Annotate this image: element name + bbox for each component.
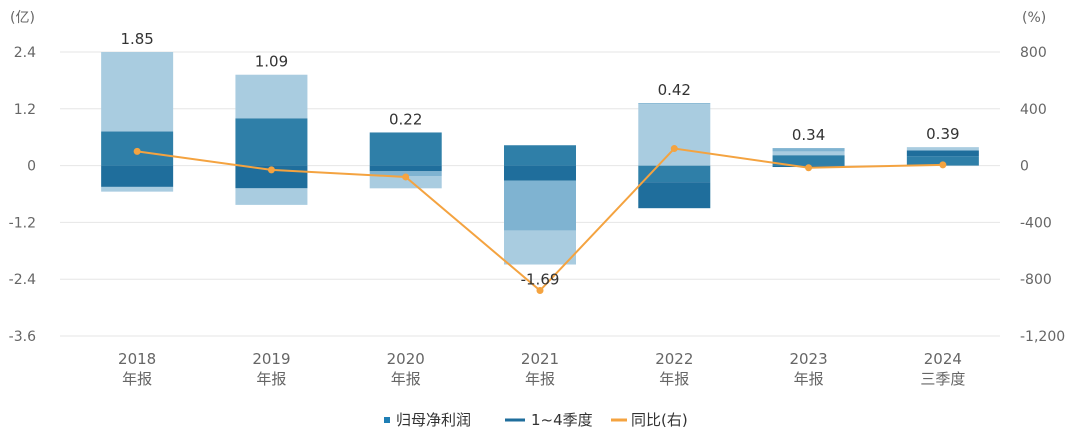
bar-segment <box>235 188 308 205</box>
bar-segment <box>638 165 711 183</box>
x-tick-year: 2022 <box>655 350 693 368</box>
right-tick-label: -1,200 <box>1020 329 1065 345</box>
left-axis-ticks: 2.4 1.2 0 -1.2 -2.4 -3.6 <box>9 45 36 345</box>
bar-segment <box>906 147 979 151</box>
yoy-point <box>536 287 544 295</box>
right-tick-label: 800 <box>1020 45 1047 61</box>
bar-segment <box>235 74 308 119</box>
net-profit-label: 0.39 <box>926 125 959 143</box>
bar-segment <box>504 165 576 181</box>
yoy-point <box>805 164 813 172</box>
x-axis-ticks: 2018 年报 2019 年报 2020 年报 2021 年报 2022 年报 2023 年报 2024… <box>118 350 965 388</box>
bar-segment <box>369 165 442 172</box>
x-tick-period: 三季度 <box>920 370 965 388</box>
x-tick-period: 年报 <box>391 370 421 388</box>
left-tick-label: -1.2 <box>9 215 36 231</box>
x-tick-year: 2020 <box>387 350 425 368</box>
bar-segment <box>369 132 442 166</box>
bar-segment <box>772 148 845 152</box>
right-tick-label: -800 <box>1020 272 1052 288</box>
bar-segment <box>638 104 711 166</box>
bar-segment <box>101 186 174 192</box>
left-tick-label: -3.6 <box>9 329 36 345</box>
bar-segment <box>906 156 979 166</box>
left-tick-label: 2.4 <box>14 45 36 61</box>
bar-segment <box>906 150 979 157</box>
right-tick-label: -400 <box>1020 215 1052 231</box>
x-tick-year: 2023 <box>789 350 827 368</box>
yoy-point <box>939 161 947 169</box>
bars <box>101 52 979 265</box>
yoy-point <box>402 173 410 181</box>
yoy-line <box>133 145 947 295</box>
bar-segment <box>772 155 845 166</box>
x-tick-year: 2024 <box>924 350 962 368</box>
x-tick-period: 年报 <box>794 370 824 388</box>
bar-segment <box>504 145 576 166</box>
yoy-point <box>133 147 141 155</box>
bar-segment <box>772 151 845 156</box>
yoy-point <box>670 145 678 153</box>
left-tick-label: 0 <box>27 159 36 175</box>
bar-segment <box>369 176 442 189</box>
legend-label: 归母净利润 <box>396 411 471 429</box>
bar-segment <box>101 52 174 132</box>
x-tick-period: 年报 <box>256 370 286 388</box>
legend: 归母净利润 1~4季度 同比(右) <box>384 411 688 429</box>
bar-segment <box>504 230 576 265</box>
x-tick-period: 年报 <box>122 370 152 388</box>
x-tick-year: 2018 <box>118 350 156 368</box>
yoy-point <box>267 166 275 174</box>
x-tick-year: 2019 <box>252 350 290 368</box>
net-profit-label: 0.42 <box>658 81 691 99</box>
net-profit-label: 1.09 <box>255 53 288 71</box>
left-tick-label: 1.2 <box>14 102 36 118</box>
bar-segment <box>504 180 576 231</box>
data-labels: 1.85 1.09 0.22 -1.69 0.42 0.34 0.39 <box>120 30 959 289</box>
right-tick-label: 0 <box>1020 159 1029 175</box>
net-profit-label: 0.22 <box>389 110 422 128</box>
left-tick-label: -2.4 <box>9 272 36 288</box>
bar-segment <box>638 103 711 105</box>
legend-label: 同比(右) <box>631 411 688 429</box>
net-profit-label: -1.69 <box>521 271 560 289</box>
right-axis-ticks: 800 400 0 -400 -800 -1,200 <box>1020 45 1065 345</box>
x-tick-year: 2021 <box>521 350 559 368</box>
legend-label: 1~4季度 <box>531 411 593 429</box>
bar-segment <box>101 165 174 187</box>
net-profit-label: 1.85 <box>120 30 153 48</box>
bar-segment <box>235 118 308 166</box>
left-axis-unit: (亿) <box>10 10 35 26</box>
bar-segment <box>638 182 711 209</box>
net-profit-label: 0.34 <box>792 126 825 144</box>
x-tick-period: 年报 <box>659 370 689 388</box>
right-axis-unit: (%) <box>1022 10 1046 26</box>
right-tick-label: 400 <box>1020 102 1047 118</box>
x-tick-period: 年报 <box>525 370 555 388</box>
legend-square-icon <box>384 417 390 423</box>
